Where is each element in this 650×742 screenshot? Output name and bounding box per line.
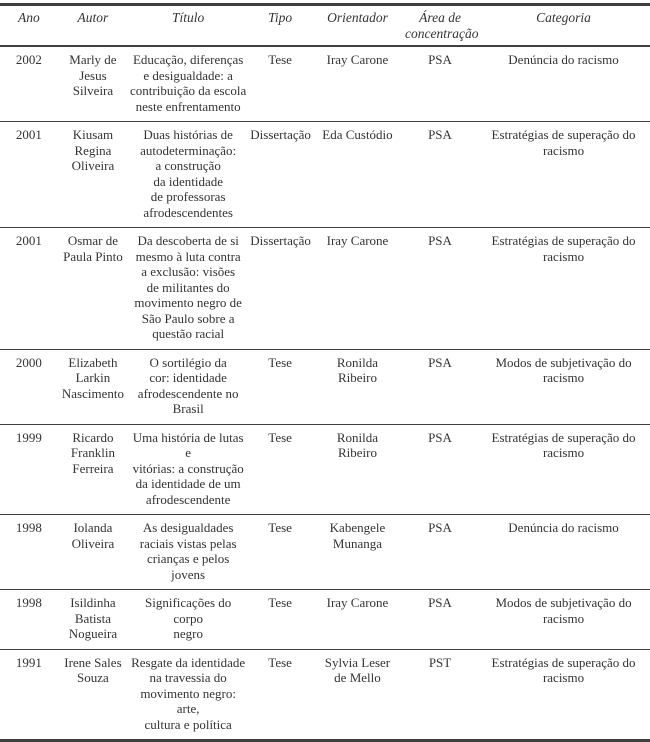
- cell-tipo: Dissertação: [248, 227, 312, 350]
- table-row: 1998 Iolanda Oliveira As desigualdades r…: [0, 514, 650, 590]
- cell-area: PSA: [402, 589, 478, 650]
- cell-autor: Iolanda Oliveira: [57, 514, 129, 590]
- table-body: 2002 Marly de Jesus Silveira Educação, d…: [0, 46, 650, 741]
- cell-ano: 1991: [15, 654, 42, 670]
- cell-titulo: Da descoberta de si mesmo à luta contra …: [128, 227, 249, 350]
- cell-tipo: Tese: [248, 349, 312, 425]
- cell-ano: 1999: [0, 424, 58, 515]
- cell-categoria: Modos de subjetivação do racismo: [477, 349, 650, 425]
- cell-titulo: Significações do corpo negro: [128, 589, 249, 650]
- cell-categoria: Denúncia do racismo: [477, 46, 650, 122]
- table-row: 1998 Isildinha Batista Nogueira Signific…: [0, 589, 650, 650]
- cell-area: PST: [428, 654, 452, 670]
- cell-area: PSA: [402, 514, 478, 590]
- cell-ano: 2001: [0, 227, 58, 350]
- table-row: 1991 Irene Sales Souza Resgate da identi…: [0, 649, 650, 741]
- cell-ano: 1998: [0, 514, 58, 590]
- cell-categoria: Estratégias de superação do racismo: [477, 424, 650, 515]
- cell-tipo: Tese: [248, 589, 312, 650]
- cell-orientador: Ronilda Ribeiro: [311, 349, 403, 425]
- cell-categoria: Estratégias de superação do racismo: [477, 227, 650, 350]
- cell-autor: Osmar de Paula Pinto: [57, 227, 129, 350]
- cell-orientador: Iray Carone: [311, 46, 403, 122]
- cell-categoria: Estratégias de superação do racismo: [491, 654, 636, 686]
- table-row: 1999 Ricardo Franklin Ferreira Uma histó…: [0, 424, 650, 515]
- cell-categoria: Modos de subjetivação do racismo: [477, 589, 650, 650]
- table-row: 2002 Marly de Jesus Silveira Educação, d…: [0, 46, 650, 122]
- cell-autor: Irene Sales Souza: [64, 654, 122, 686]
- cell-area: PSA: [402, 227, 478, 350]
- document-page: Ano Autor Título Tipo Orientador Área de…: [0, 3, 650, 742]
- cell-orientador: Kabengele Munanga: [311, 514, 403, 590]
- cell-titulo: O sortilégio da cor: identidade afrodesc…: [128, 349, 249, 425]
- column-header-area: Área de concentração: [402, 4, 478, 47]
- table-row: 2001 Osmar de Paula Pinto Da descoberta …: [0, 227, 650, 350]
- cell-autor: Kiusam Regina Oliveira: [57, 121, 129, 228]
- cell-titulo: Resgate da identidade na travessia do mo…: [131, 654, 246, 732]
- cell-tipo: Tese: [268, 654, 292, 670]
- cell-orientador: Sylvia Leser de Mello: [324, 654, 391, 686]
- cell-categoria: Denúncia do racismo: [477, 514, 650, 590]
- column-header-ano: Ano: [0, 4, 58, 47]
- cell-autor: Isildinha Batista Nogueira: [57, 589, 129, 650]
- cell-titulo: Duas histórias de autodeterminação: a co…: [128, 121, 249, 228]
- cell-tipo: Tese: [248, 46, 312, 122]
- cell-titulo: As desigualdades raciais vistas pelas cr…: [128, 514, 249, 590]
- cell-orientador: Ronilda Ribeiro: [311, 424, 403, 515]
- table-row: 2001 Kiusam Regina Oliveira Duas históri…: [0, 121, 650, 228]
- theses-table: Ano Autor Título Tipo Orientador Área de…: [0, 3, 650, 742]
- header-row: Ano Autor Título Tipo Orientador Área de…: [0, 4, 650, 47]
- column-header-autor: Autor: [57, 4, 129, 47]
- column-header-categoria: Categoria: [477, 4, 650, 47]
- cell-area: PSA: [402, 424, 478, 515]
- cell-titulo: Uma história de lutas e vitórias: a cons…: [128, 424, 249, 515]
- cell-orientador: Eda Custódio: [311, 121, 403, 228]
- cell-tipo: Tese: [248, 424, 312, 515]
- cell-tipo: Dissertação: [248, 121, 312, 228]
- column-header-titulo: Título: [128, 4, 249, 47]
- cell-area: PSA: [402, 121, 478, 228]
- cell-ano: 2000: [0, 349, 58, 425]
- table-header: Ano Autor Título Tipo Orientador Área de…: [0, 4, 650, 47]
- cell-ano: 2001: [0, 121, 58, 228]
- cell-titulo: Educação, diferenças e desigualdade: a c…: [128, 46, 249, 122]
- cell-tipo: Tese: [248, 514, 312, 590]
- cell-autor: Elizabeth Larkin Nascimento: [57, 349, 129, 425]
- cell-autor: Ricardo Franklin Ferreira: [57, 424, 129, 515]
- cell-ano: 2002: [0, 46, 58, 122]
- cell-area: PSA: [402, 46, 478, 122]
- cell-orientador: Iray Carone: [311, 227, 403, 350]
- cell-ano: 1998: [0, 589, 58, 650]
- column-header-orientador: Orientador: [311, 4, 403, 47]
- table-row: 2000 Elizabeth Larkin Nascimento O sorti…: [0, 349, 650, 425]
- cell-categoria: Estratégias de superação do racismo: [477, 121, 650, 228]
- cell-autor: Marly de Jesus Silveira: [57, 46, 129, 122]
- cell-orientador: Iray Carone: [311, 589, 403, 650]
- cell-area: PSA: [402, 349, 478, 425]
- column-header-tipo: Tipo: [248, 4, 312, 47]
